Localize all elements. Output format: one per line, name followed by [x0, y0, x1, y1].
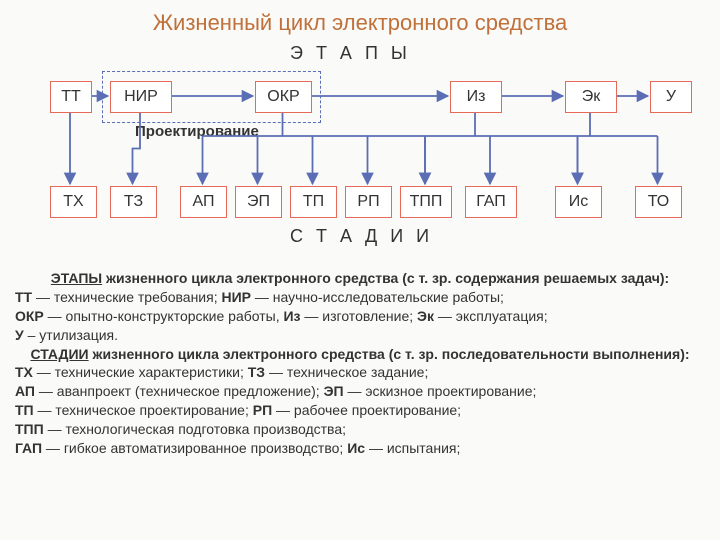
- legend-line: ОКР — опытно-конструкторские работы, Из …: [15, 307, 705, 326]
- legend-header1: ЭТАПЫ: [51, 270, 102, 286]
- page-title: Жизненный цикл электронного средства: [0, 0, 720, 36]
- legend-line: ТП — техническое проектирование; РП — ра…: [15, 401, 705, 420]
- node-rp: РП: [345, 186, 392, 218]
- node-nir: НИР: [110, 81, 172, 113]
- legend-line: ТТ — технические требования; НИР — научн…: [15, 288, 705, 307]
- legend-line: ТХ — технические характеристики; ТЗ — те…: [15, 363, 705, 382]
- node-tp: ТП: [290, 186, 337, 218]
- node-tpp: ТПП: [400, 186, 452, 218]
- legend-line: ТПП — технологическая подготовка произво…: [15, 420, 705, 439]
- legend-line: ГАП — гибкое автоматизированное производ…: [15, 439, 705, 458]
- node-gap: ГАП: [465, 186, 517, 218]
- node-okr: ОКР: [255, 81, 312, 113]
- node-is: Ис: [555, 186, 602, 218]
- legend-block: ЭТАПЫ жизненного цикла электронного сред…: [15, 269, 705, 458]
- node-tz: ТЗ: [110, 186, 157, 218]
- node-tt: ТТ: [50, 81, 92, 113]
- label-stadii: С Т А Д И И: [290, 226, 433, 247]
- node-ek: Эк: [565, 81, 617, 113]
- node-to: ТО: [635, 186, 682, 218]
- arrow-layer: [10, 41, 710, 251]
- lifecycle-diagram: Э Т А П Ы Проектирование ТТНИРОКРИзЭкУТХ…: [10, 41, 710, 251]
- node-tx: ТХ: [50, 186, 97, 218]
- legend-header2: СТАДИИ: [30, 346, 88, 362]
- node-u: У: [650, 81, 692, 113]
- legend-line: У – утилизация.: [15, 326, 705, 345]
- node-iz: Из: [450, 81, 502, 113]
- legend-line: АП — аванпроект (техническое предложение…: [15, 382, 705, 401]
- node-ep: ЭП: [235, 186, 282, 218]
- node-ap: АП: [180, 186, 227, 218]
